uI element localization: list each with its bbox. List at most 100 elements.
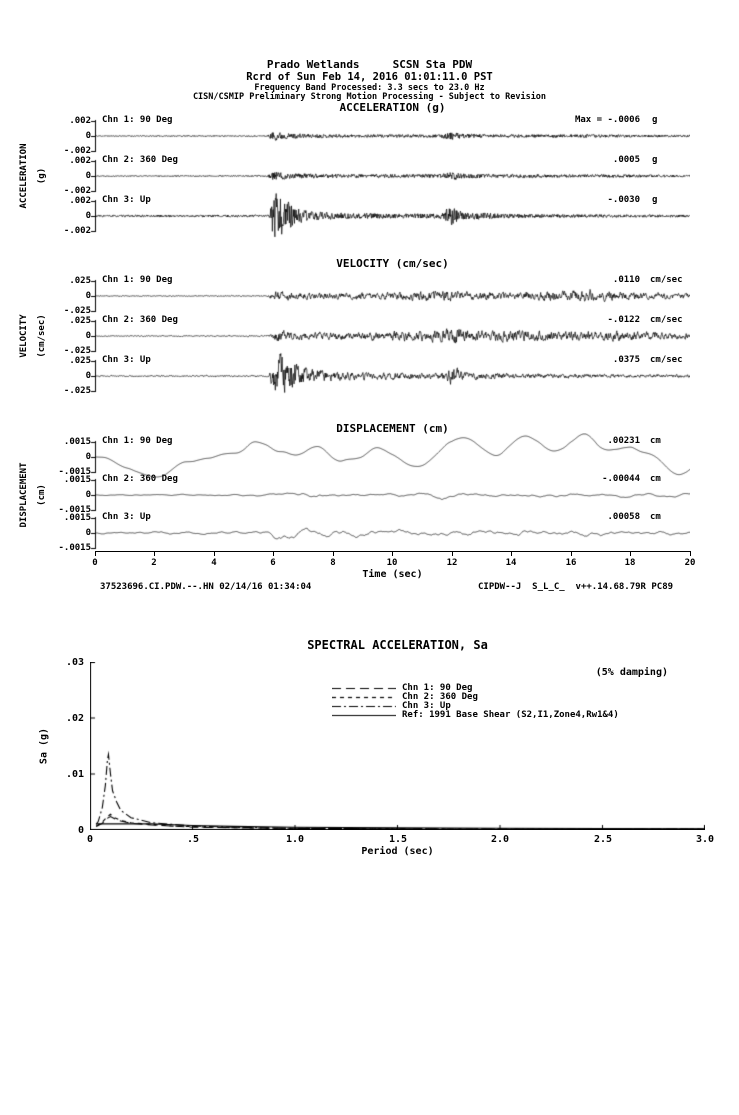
time-axis-line bbox=[95, 551, 691, 552]
legend-line-sample-ch2 bbox=[332, 694, 396, 701]
legend-line-sample-ch3 bbox=[332, 703, 396, 710]
ytick-label: -.025 bbox=[63, 346, 91, 356]
channel-label: Chn 1: 90 Deg bbox=[102, 275, 173, 285]
peak-unit: g bbox=[652, 195, 658, 205]
acceleration-side-unit: (g) bbox=[37, 167, 47, 185]
station-title: Prado Wetlands SCSN Sta PDW bbox=[266, 58, 473, 71]
peak-unit: cm/sec bbox=[650, 275, 683, 285]
time-tick-label: 0 bbox=[92, 558, 98, 568]
peak-unit: cm/sec bbox=[650, 315, 683, 325]
channel-label: Chn 2: 360 Deg bbox=[102, 474, 178, 484]
time-axis-tick bbox=[273, 551, 274, 556]
time-axis-tick bbox=[690, 551, 691, 556]
ytick-label: 0 bbox=[49, 371, 91, 381]
channel-label: Chn 1: 90 Deg bbox=[102, 115, 173, 125]
period-tick-label: 2.5 bbox=[593, 834, 613, 845]
sa-ytick-label: .03 bbox=[65, 657, 84, 668]
ytick-label: -.025 bbox=[63, 386, 91, 396]
peak-value: .0110 bbox=[612, 275, 640, 285]
period-tick-label: 1.5 bbox=[388, 834, 408, 845]
peak-value: .0005 bbox=[612, 155, 640, 165]
time-tick-label: 14 bbox=[505, 558, 517, 568]
legend-label-ref: Ref: 1991 Base Shear (S2,I1,Zone4,Rw1&4) bbox=[402, 710, 619, 720]
ytick-label: 0 bbox=[49, 452, 91, 462]
time-axis-tick bbox=[333, 551, 334, 556]
peak-value: -.00044 bbox=[602, 474, 640, 484]
time-tick-label: 6 bbox=[270, 558, 276, 568]
time-axis-tick bbox=[95, 551, 96, 556]
velocity-side-unit: (cm/sec) bbox=[37, 314, 47, 358]
ytick-label: -.0015 bbox=[58, 505, 91, 515]
peak-unit: g bbox=[652, 155, 658, 165]
record-timestamp: Rcrd of Sun Feb 14, 2016 01:01:11.0 PST bbox=[246, 71, 493, 83]
ytick-label: -.002 bbox=[63, 186, 91, 196]
time-tick-label: 20 bbox=[684, 558, 696, 568]
peak-value: -.0030 bbox=[607, 195, 640, 205]
velocity-side-label: VELOCITY bbox=[19, 314, 29, 358]
velocity-ch3-waveform bbox=[89, 352, 690, 400]
ytick-label: .025 bbox=[69, 276, 91, 286]
ytick-label: 0 bbox=[49, 528, 91, 538]
velocity-title: VELOCITY (cm/sec) bbox=[336, 257, 449, 270]
ytick-label: 0 bbox=[49, 171, 91, 181]
time-axis-tick bbox=[511, 551, 512, 556]
ytick-label: -.025 bbox=[63, 306, 91, 316]
acceleration-side-label: ACCELERATION bbox=[19, 143, 29, 209]
channel-label: Chn 3: Up bbox=[102, 512, 151, 522]
ytick-label: -.002 bbox=[63, 226, 91, 236]
ytick-label: .025 bbox=[69, 356, 91, 366]
peak-unit: g bbox=[652, 115, 658, 125]
ytick-label: 0 bbox=[49, 490, 91, 500]
time-axis-tick bbox=[571, 551, 572, 556]
peak-unit: cm bbox=[650, 436, 661, 446]
processing-id: CIPDW--J S_L_C_ v++.14.68.79R PC89 bbox=[478, 582, 674, 592]
peak-unit: cm bbox=[650, 474, 661, 484]
sa-ytick-label: .02 bbox=[65, 713, 84, 724]
time-tick-label: 12 bbox=[446, 558, 458, 568]
ytick-label: 0 bbox=[49, 131, 91, 141]
peak-value: Max = -.0006 bbox=[574, 115, 640, 125]
ytick-label: -.0015 bbox=[58, 467, 91, 477]
displacement-ch3-waveform bbox=[89, 509, 690, 557]
time-axis-tick bbox=[452, 551, 453, 556]
legend-line-sample-ch1 bbox=[332, 685, 396, 692]
peak-value: .00231 bbox=[607, 436, 640, 446]
time-tick-label: 18 bbox=[624, 558, 636, 568]
ytick-label: .0015 bbox=[63, 475, 91, 485]
time-axis-tick bbox=[630, 551, 631, 556]
displacement-side-label: DISPLACEMENT bbox=[19, 462, 29, 528]
peak-unit: cm bbox=[650, 512, 661, 522]
channel-label: Chn 3: Up bbox=[102, 355, 151, 365]
displacement-side-unit: (cm) bbox=[37, 484, 47, 506]
channel-label: Chn 1: 90 Deg bbox=[102, 436, 173, 446]
damping-note: (5% damping) bbox=[595, 667, 668, 678]
ytick-label: .002 bbox=[69, 116, 91, 126]
ytick-label: .002 bbox=[69, 156, 91, 166]
time-tick-label: 16 bbox=[565, 558, 577, 568]
period-tick-label: 2.0 bbox=[490, 834, 510, 845]
peak-value: .0375 bbox=[612, 355, 640, 365]
ytick-label: .025 bbox=[69, 316, 91, 326]
ytick-label: .0015 bbox=[63, 513, 91, 523]
legend-line-sample-ref bbox=[332, 712, 396, 719]
channel-label: Chn 3: Up bbox=[102, 195, 151, 205]
time-axis-tick bbox=[392, 551, 393, 556]
sa-ytick-label: 0 bbox=[77, 825, 84, 836]
acceleration-title: ACCELERATION (g) bbox=[339, 101, 446, 114]
peak-unit: cm/sec bbox=[650, 355, 683, 365]
legend-label-ch2: Chn 2: 360 Deg bbox=[402, 692, 478, 702]
time-axis-tick bbox=[154, 551, 155, 556]
ytick-label: -.0015 bbox=[58, 543, 91, 553]
acceleration-ch3-waveform bbox=[89, 192, 690, 240]
time-axis-tick bbox=[214, 551, 215, 556]
ytick-label: 0 bbox=[49, 331, 91, 341]
ytick-label: .002 bbox=[69, 196, 91, 206]
channel-label: Chn 2: 360 Deg bbox=[102, 155, 178, 165]
sa-ytick-label: .01 bbox=[65, 769, 84, 780]
period-tick-label: 1.0 bbox=[285, 834, 305, 845]
sa-axis-label: Sa (g) bbox=[38, 727, 50, 765]
time-tick-label: 4 bbox=[211, 558, 217, 568]
processing-notice: CISN/CSMIP Preliminary Strong Motion Pro… bbox=[192, 92, 547, 102]
time-axis-title: Time (sec) bbox=[362, 569, 423, 580]
